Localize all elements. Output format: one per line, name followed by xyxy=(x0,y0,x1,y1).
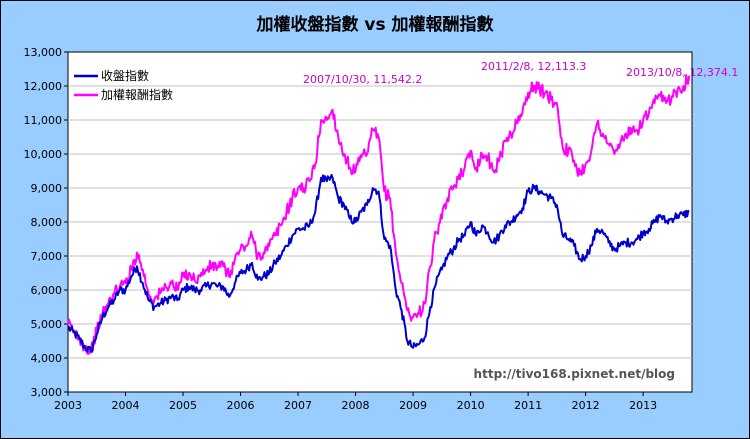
chart-title: 加權收盤指數 vs 加權報酬指數 xyxy=(255,14,493,35)
x-tick-label: 2003 xyxy=(54,399,82,412)
legend: 收盤指數 加權報酬指數 xyxy=(74,68,173,102)
x-tick-label: 2004 xyxy=(112,399,140,412)
x-tick-label: 2009 xyxy=(399,399,427,412)
y-tick-label: 8,000 xyxy=(31,216,63,229)
x-tick-label: 2007 xyxy=(284,399,312,412)
y-tick-label: 9,000 xyxy=(31,182,63,195)
annotation-2013-peak: 2013/10/8, 12,374.1 xyxy=(626,66,738,79)
x-tick-label: 2011 xyxy=(514,399,542,412)
legend-label-return-index: 加權報酬指數 xyxy=(101,87,173,102)
y-tick-label: 5,000 xyxy=(31,318,63,331)
x-tick-label: 2010 xyxy=(457,399,485,412)
y-tick-label: 3,000 xyxy=(31,386,63,399)
x-tick-label: 2006 xyxy=(227,399,255,412)
series-layer xyxy=(67,74,691,355)
series-line-return-index xyxy=(67,74,691,355)
watermark-url: http://tivo168.pixnet.net/blog xyxy=(474,367,675,381)
annotation-2007-peak: 2007/10/30, 11,542.2 xyxy=(303,73,422,86)
y-tick-label: 10,000 xyxy=(24,148,63,161)
x-tick-label: 2013 xyxy=(629,399,657,412)
series-line-close-index xyxy=(67,173,690,353)
y-tick-label: 7,000 xyxy=(31,250,63,263)
y-tick-label: 12,000 xyxy=(24,80,63,93)
y-tick-label: 13,000 xyxy=(24,46,63,59)
x-tick-label: 2012 xyxy=(572,399,600,412)
y-tick-label: 6,000 xyxy=(31,284,63,297)
legend-label-close-index: 收盤指數 xyxy=(101,68,149,83)
gridlines xyxy=(68,85,692,359)
y-tick-label: 11,000 xyxy=(24,114,63,127)
annotation-2011-peak: 2011/2/8, 12,113.3 xyxy=(481,60,586,73)
y-tick-label: 4,000 xyxy=(31,352,63,365)
y-axis-ticks: 3,000 4,000 5,000 6,000 7,000 8,000 9,000 10,00… xyxy=(24,46,68,399)
x-tick-label: 2008 xyxy=(342,399,370,412)
x-axis-ticks: 2003 2004 2005 2006 2007 2008 2009 2010 2011 2012… xyxy=(54,392,657,412)
x-tick-label: 2005 xyxy=(169,399,197,412)
